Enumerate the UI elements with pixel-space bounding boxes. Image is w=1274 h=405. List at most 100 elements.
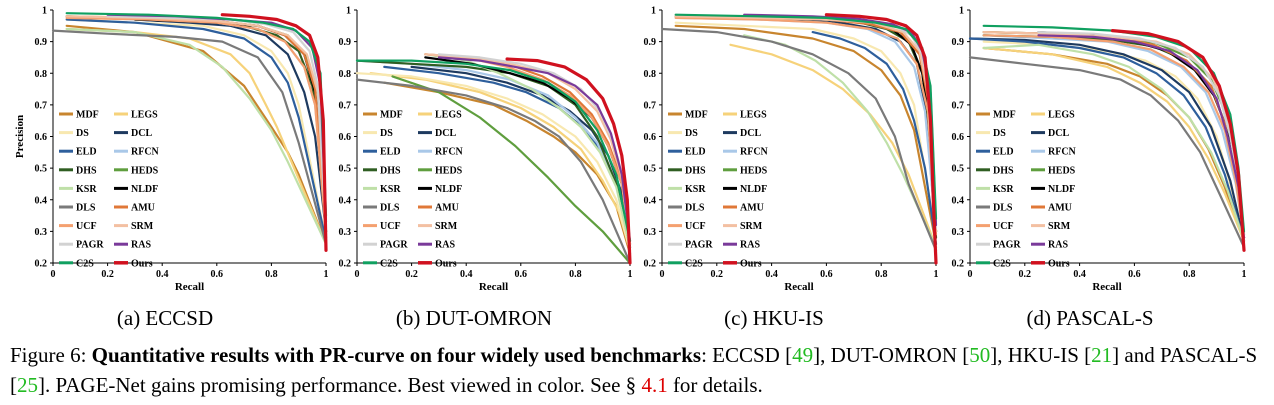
series-line-dcl [133, 18, 328, 233]
legend-label-rfcn: RFCN [435, 147, 464, 158]
x-tick-label: 0.4 [765, 269, 778, 280]
series-line-ksr [743, 34, 938, 249]
series-line-dls [660, 27, 938, 252]
caption-ref-21[interactable]: 21 [1091, 343, 1113, 367]
legend-label-dcl: DCL [131, 128, 152, 139]
x-tick-label: 0.8 [1183, 269, 1196, 280]
legend-label-legs: LEGS [131, 110, 158, 121]
series-line-ksr [65, 27, 328, 246]
legend-label-legs: LEGS [740, 110, 767, 121]
legend-label-srm: SRM [131, 221, 154, 232]
legend-label-dcl: DCL [435, 128, 456, 139]
y-tick-label: 0.2 [644, 259, 657, 270]
y-tick-label: 0.7 [35, 100, 48, 111]
x-tick-label: 0.6 [1128, 269, 1141, 280]
legend-label-amu: AMU [740, 203, 764, 214]
caption-ref-49[interactable]: 49 [792, 343, 814, 367]
series-line-rfcn [982, 34, 1246, 239]
legend-label-dhs: DHS [685, 165, 706, 176]
legend-label-dhs: DHS [380, 165, 401, 176]
legend-label-heds: HEDS [131, 165, 159, 176]
series-line-eld [65, 18, 328, 242]
caption-text-6: for details. [667, 373, 763, 397]
y-tick-label: 0.6 [644, 132, 657, 143]
series-line-ds [674, 21, 938, 239]
legend-label-eld: ELD [685, 147, 706, 158]
series-line-ucf [674, 16, 938, 236]
legend-label-ras: RAS [1048, 240, 1068, 251]
legend-label-ksr: KSR [76, 184, 97, 195]
caption-section-ref[interactable]: 4.1 [641, 373, 668, 397]
legend-label-ucf: UCF [685, 221, 706, 232]
legend-label-pagr: PAGR [380, 240, 408, 251]
legend-label-mdf: MDF [993, 110, 1016, 121]
y-tick-label: 0.2 [952, 259, 965, 270]
y-tick-label: 0.3 [339, 227, 352, 238]
legend-label-rfcn: RFCN [1048, 147, 1077, 158]
series-line-eld [968, 37, 1246, 242]
legend-label-heds: HEDS [1048, 165, 1076, 176]
caption-figure-label: Figure 6: [10, 343, 87, 367]
x-tick-label: 0.8 [875, 269, 888, 280]
y-axis-label: Precision [14, 115, 26, 158]
y-tick-label: 0.7 [644, 100, 657, 111]
legend-label-nldf: NLDF [435, 184, 462, 195]
series-line-c2s [355, 59, 632, 242]
x-tick-label: 0.8 [569, 269, 582, 280]
legend-label-dcl: DCL [1048, 128, 1069, 139]
caption-ref-25[interactable]: 25 [17, 373, 38, 397]
series-line-ds [355, 72, 632, 252]
series-line-ucf [982, 34, 1246, 239]
series-line-pagr [1037, 31, 1246, 239]
legend-label-eld: ELD [380, 147, 401, 158]
x-tick-label: 0 [660, 269, 665, 280]
series-line-heds [674, 15, 938, 233]
legend-label-srm: SRM [740, 221, 763, 232]
subcaption-c: (c) HKU-IS [724, 306, 824, 330]
x-tick-label: 0 [51, 269, 56, 280]
y-tick-label: 0.8 [339, 69, 352, 80]
legend-label-dls: DLS [76, 203, 96, 214]
legend-label-ras: RAS [131, 240, 151, 251]
x-tick-label: 1 [628, 269, 633, 280]
legend-label-amu: AMU [131, 203, 155, 214]
caption-ref-50[interactable]: 50 [969, 343, 991, 367]
y-tick-label: 0.3 [644, 227, 657, 238]
x-axis-label: Recall [784, 281, 813, 293]
y-tick-label: 0.4 [339, 195, 352, 206]
legend-label-dls: DLS [380, 203, 400, 214]
y-tick-label: 0.6 [35, 132, 48, 143]
y-tick-label: 0.8 [952, 69, 965, 80]
x-tick-label: 0.2 [711, 269, 724, 280]
x-tick-label: 0 [968, 269, 973, 280]
series-line-mdf [65, 24, 328, 246]
series-line-srm [674, 15, 938, 233]
y-tick-label: 1 [651, 6, 656, 17]
legend-label-dls: DLS [993, 203, 1013, 214]
series-line-ksr [982, 43, 1246, 242]
legend-label-ours: Ours [131, 258, 153, 269]
series-line-legs [369, 72, 632, 252]
y-tick-label: 0.4 [952, 195, 965, 206]
series-line-heds [391, 75, 632, 265]
legend-label-mdf: MDF [380, 110, 403, 121]
legend-label-rfcn: RFCN [131, 147, 160, 158]
legend-label-dcl: DCL [740, 128, 761, 139]
x-tick-label: 1 [324, 269, 329, 280]
series-line-dls [968, 56, 1246, 249]
legend-label-ds: DS [380, 128, 393, 139]
y-tick-label: 1 [42, 6, 47, 17]
y-tick-label: 0.5 [35, 164, 48, 175]
y-tick-label: 0.9 [35, 37, 48, 48]
legend-label-ucf: UCF [76, 221, 97, 232]
series-line-legs [729, 43, 938, 249]
caption-bold-text: Quantitative results with PR-curve on fo… [91, 343, 702, 367]
y-tick-label: 0.9 [952, 37, 965, 48]
x-tick-label: 0.2 [1019, 269, 1032, 280]
legend-label-ksr: KSR [380, 184, 401, 195]
y-tick-label: 0.6 [952, 132, 965, 143]
legend-label-srm: SRM [1048, 221, 1071, 232]
legend-label-dhs: DHS [76, 165, 97, 176]
legend-label-pagr: PAGR [685, 240, 713, 251]
series-line-amu [674, 15, 938, 233]
